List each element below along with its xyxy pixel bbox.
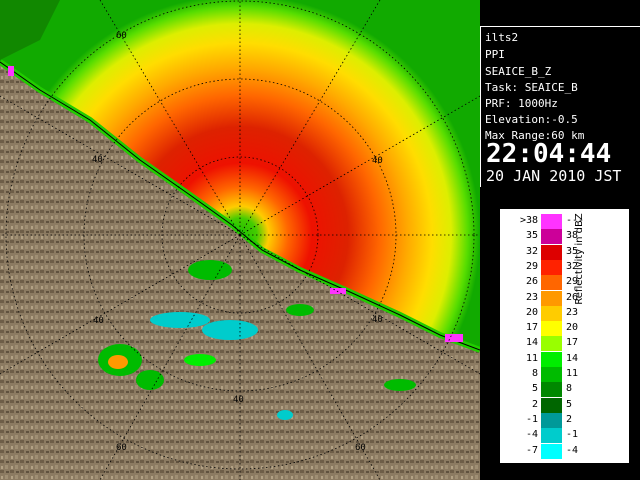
legend-lower-bound: 26 bbox=[525, 276, 538, 288]
range-label-40-s: 40 bbox=[233, 395, 244, 405]
legend-lower-bound: 20 bbox=[525, 306, 538, 318]
coastal-fringe-nw bbox=[0, 0, 60, 60]
legend-color-swatch bbox=[541, 244, 562, 260]
scan-mode: PPI bbox=[485, 48, 505, 61]
legend-color-swatch bbox=[541, 259, 562, 275]
range-label-40-w: 40 bbox=[92, 155, 103, 165]
legend-color-swatch bbox=[541, 351, 562, 367]
land-echoes bbox=[98, 260, 416, 420]
legend-lower-bound: 14 bbox=[525, 337, 538, 349]
legend-upper-bound: 11 bbox=[566, 368, 579, 379]
legend-upper-bound: 38 bbox=[566, 230, 579, 242]
range-label-40-ne: 40 bbox=[372, 156, 383, 166]
legend-lower-bound: 8 bbox=[531, 368, 538, 379]
legend-lower-bound: 29 bbox=[525, 260, 538, 272]
task-name: Task: SEAICE_B bbox=[485, 81, 578, 94]
legend-upper-bound: --- bbox=[566, 215, 585, 226]
legend-upper-bound: 26 bbox=[566, 291, 579, 303]
legend-upper-bound: 2 bbox=[566, 413, 573, 425]
legend-color-swatch bbox=[541, 367, 562, 382]
legend-upper-bound: -1 bbox=[566, 429, 579, 441]
legend-upper-bound: 23 bbox=[566, 306, 579, 318]
coastal-strong-echoes bbox=[8, 66, 463, 342]
range-label-40-sw: 40 bbox=[93, 316, 104, 326]
legend-lower-bound: -4 bbox=[525, 429, 538, 441]
radar-ppi-display: 40 60 40 40 40 40 60 60 bbox=[0, 0, 480, 480]
legend-upper-bound: 20 bbox=[566, 322, 579, 334]
legend-lower-bound: 2 bbox=[531, 398, 538, 410]
scan-time: 22:04:44 bbox=[486, 139, 612, 169]
legend-upper-bound: 32 bbox=[566, 260, 579, 272]
legend-lower-bound: >38 bbox=[519, 215, 538, 226]
max-range-value: Max Range:60 km bbox=[485, 129, 585, 142]
legend-color-swatch bbox=[541, 336, 562, 352]
legend-lower-bound: -7 bbox=[525, 444, 538, 456]
scan-date: 20 JAN 2010 JST bbox=[486, 167, 622, 185]
legend-lower-bound: 23 bbox=[525, 291, 538, 303]
legend-color-swatch bbox=[541, 397, 562, 413]
legend-color-swatch bbox=[541, 214, 562, 229]
reflectivity-legend: >38 --- 35 38 32 35 29 32 26 29 23 26 20 23 17 20 14 17 11… bbox=[499, 208, 630, 464]
range-label-60-sw: 60 bbox=[116, 443, 127, 453]
legend-color-swatch bbox=[541, 428, 562, 444]
elevation-value: Elevation:-0.5 bbox=[485, 113, 578, 126]
legend-color-swatch bbox=[541, 321, 562, 337]
legend-lower-bound: 17 bbox=[525, 322, 538, 334]
legend-upper-bound: 35 bbox=[566, 245, 579, 257]
legend-upper-bound: -4 bbox=[566, 444, 579, 456]
prf-value: PRF: 1000Hz bbox=[485, 97, 558, 110]
legend-upper-bound: 17 bbox=[566, 337, 579, 349]
legend-upper-bound: 14 bbox=[566, 352, 579, 364]
legend-color-swatch bbox=[541, 412, 562, 428]
legend-lower-bound: 11 bbox=[525, 352, 538, 364]
legend-lower-bound: -1 bbox=[525, 413, 538, 425]
legend-lower-bound: 32 bbox=[525, 245, 538, 257]
legend-unit-label: Reflectivity in dBZ bbox=[574, 213, 585, 305]
legend-lower-bound: 5 bbox=[531, 383, 538, 395]
legend-color-swatch bbox=[541, 275, 562, 291]
legend-color-swatch bbox=[541, 305, 562, 321]
legend-color-swatch bbox=[541, 443, 562, 459]
legend-upper-bound: 29 bbox=[566, 276, 579, 288]
legend-upper-bound: 8 bbox=[566, 383, 573, 395]
legend-color-swatch bbox=[541, 382, 562, 398]
range-label-60-n: 60 bbox=[116, 31, 127, 41]
legend-lower-bound: 35 bbox=[525, 230, 538, 242]
site-name: ilts2 bbox=[485, 31, 519, 44]
range-label-40-se: 40 bbox=[372, 315, 383, 325]
product-name: SEAICE_B_Z bbox=[485, 65, 552, 78]
legend-color-swatch bbox=[541, 290, 562, 306]
azimuth-spokes bbox=[0, 0, 480, 480]
info-panel: ilts2 PPI SEAICE_B_Z Task: SEAICE_B PRF:… bbox=[480, 26, 640, 187]
legend-upper-bound: 5 bbox=[566, 398, 573, 410]
legend-color-swatch bbox=[541, 229, 562, 245]
coastline bbox=[0, 61, 480, 351]
range-label-60-se: 60 bbox=[355, 443, 366, 453]
